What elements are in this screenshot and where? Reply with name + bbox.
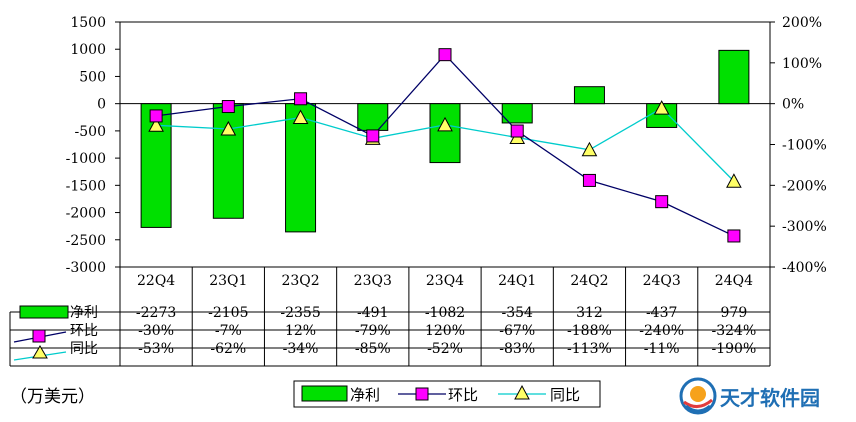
cell-net-profit: 979 [721,305,748,321]
cell-net-profit: -491 [357,305,388,321]
y-right-tick-label: -100% [782,138,827,154]
y-right-tick-label: 100% [782,56,822,72]
qoq-point [727,229,741,243]
y-left-tick-label: 500 [79,69,106,85]
y-right-tick-label: 0% [782,97,804,113]
row-key-qoq-marker [32,329,46,343]
row-key-net-profit [19,305,69,319]
yoy-point [581,141,598,157]
cell-net-profit: -2355 [280,305,320,321]
cell-qoq: -240% [639,323,684,339]
legend-key-yoy-marker [514,384,530,400]
category-label: 23Q3 [354,273,392,289]
y-right-tick-label: -400% [782,260,827,276]
watermark-logo-icon [679,377,717,415]
bar-net-profit [718,49,750,105]
unit-label: （万美元） [10,387,95,407]
bar-net-profit [501,103,533,124]
category-label: 23Q1 [209,273,247,289]
category-label: 22Q4 [137,273,175,289]
y-left-tick-label: -2000 [66,206,106,222]
category-label: 23Q4 [426,273,464,289]
qoq-point [149,109,163,123]
y-right-tick-label: -200% [782,178,827,194]
category-label: 24Q3 [643,273,681,289]
y-left-tick-label: 1000 [70,42,106,58]
y-left-tick-label: -3000 [66,260,106,276]
cell-yoy: -113% [567,341,612,357]
y-left-tick-label: -1500 [66,178,106,194]
legend-key-qoq-marker [415,387,429,401]
bar-net-profit [285,103,317,233]
cell-net-profit: 312 [576,305,603,321]
yoy-point [726,173,742,188]
bar-net-profit [212,103,244,219]
category-label: 24Q4 [715,273,753,289]
cell-yoy: -85% [355,341,391,357]
qoq-point [366,129,380,143]
yoy-point [437,116,453,132]
yoy-point [292,109,309,125]
qoq-point [294,92,308,106]
row-header-net-profit: 净利 [70,305,98,321]
cell-qoq: 12% [285,323,316,339]
cell-qoq: -67% [499,323,535,339]
y-left-tick-label: -500 [75,124,106,140]
category-label: 24Q1 [498,273,536,289]
qoq-point [221,100,235,114]
cell-net-profit: -1082 [425,305,465,321]
cell-yoy: -190% [712,341,757,357]
cell-qoq: -324% [712,323,757,339]
cell-net-profit: -2273 [136,305,176,321]
watermark: 天才软件园 [676,374,846,418]
cell-qoq: -30% [138,323,174,339]
legend-label-qoq: 环比 [448,386,478,404]
cell-yoy: -34% [283,341,319,357]
qoq-point [438,48,452,62]
cell-qoq: -7% [215,323,242,339]
y-right-tick-label: 200% [782,15,822,31]
watermark-text: 天才软件园 [720,386,820,410]
cell-yoy: -62% [210,341,246,357]
line-series [148,48,742,243]
cell-yoy: -53% [138,341,174,357]
qoq-point [655,195,669,209]
qoq-point [582,173,596,187]
bar-net-profit [429,103,461,164]
yoy-point [653,100,670,115]
cell-net-profit: -2105 [208,305,248,321]
row-header-qoq: 环比 [70,323,98,339]
legend-key-net-profit [301,385,348,402]
cell-qoq: -79% [355,323,391,339]
y-left-tick-label: 0 [97,97,106,113]
qoq-point [510,124,524,138]
cell-yoy: -83% [499,341,535,357]
cell-yoy: -11% [644,341,680,357]
cell-qoq: 120% [425,323,465,339]
yoy-point [148,117,164,132]
legend: 净利 环比 同比 [293,380,601,408]
bar-net-profit [573,86,605,105]
y-left-tick-label: -1000 [66,151,106,167]
category-label: 23Q2 [281,273,319,289]
cell-yoy: -52% [427,341,463,357]
legend-label-yoy: 同比 [550,386,580,404]
row-header-yoy: 同比 [70,341,98,357]
yoy-point [220,120,237,136]
row-key-yoy-marker [32,345,48,359]
cell-qoq: -188% [567,323,612,339]
y-left-tick-label: -2500 [66,233,106,249]
cell-net-profit: -354 [501,305,533,321]
legend-label-net-profit: 净利 [350,386,380,404]
axes: -3000 -2500 -2000 -1500 -1000 -500 0 500 1000 150… [66,15,827,276]
bar-net-profit [357,103,389,131]
category-label: 24Q2 [570,273,608,289]
y-right-tick-label: -300% [782,219,827,235]
data-table: 22Q4 23Q1 23Q2 23Q3 23Q4 24Q1 24Q2 24Q3 24Q4 净利环比… [9,267,771,367]
cell-net-profit: -437 [646,305,677,321]
y-left-tick-label: 1500 [70,15,106,31]
